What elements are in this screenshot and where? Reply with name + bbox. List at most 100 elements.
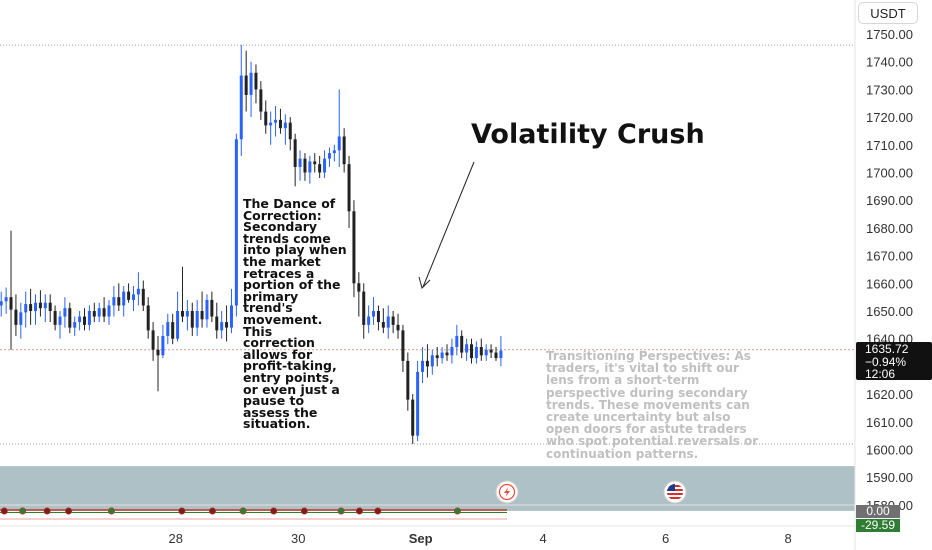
candle-body [416,371,420,436]
candle [0,291,3,317]
y-tick-label: 1730.00 [866,82,913,97]
y-tick-label: 1590.00 [866,470,913,485]
candle-body [34,302,38,311]
y-tick-label: 1650.00 [866,304,913,319]
plot-area [0,0,855,505]
candle [421,347,425,384]
candle [396,313,400,339]
candle [259,81,263,120]
candle [386,305,390,339]
candle [323,150,327,179]
candle-body [220,322,224,331]
candle-body [435,355,439,359]
candle [440,347,444,364]
candle-body [190,311,194,328]
highlight-band [0,466,855,511]
annotation-note-transitioning-perspectives[interactable]: Transitioning Perspectives: As traders, … [546,349,759,461]
y-tick-label: 1600.00 [866,443,913,458]
indicator-dot [0,507,8,515]
candle-body [146,305,150,331]
candle-body [293,139,297,167]
candle-body [327,153,331,159]
candle-body [288,122,292,140]
candle [131,286,135,311]
candle [264,100,268,134]
candle [24,291,28,328]
candle-body [117,297,121,306]
candle [406,352,410,411]
candle [53,305,57,331]
time-axis[interactable]: 28 30 Sep 4 6 8 [169,531,792,546]
candle-body [376,311,380,323]
candle [156,335,160,392]
candle [161,324,165,359]
candle-body [225,322,229,328]
candle-body [9,297,13,310]
candle [190,302,194,336]
candle [283,114,287,145]
candle-body [313,161,317,165]
candle-body [107,305,111,317]
currency-selector-button[interactable]: USDT [858,2,918,24]
reference-line-layer [0,44,855,445]
last-price-value: 1635.72 [865,342,909,356]
price-axis[interactable]: 1750.00 1740.00 1730.00 1720.00 1710.00 1700.… [866,27,913,513]
candle [479,338,483,361]
candle [97,302,101,323]
annotation-title-volatility-crush[interactable]: Volatility Crush [471,119,705,150]
indicator-dots [0,507,461,515]
y-tick-label: 1680.00 [866,221,913,236]
candle [470,338,474,364]
candle-body [171,322,175,339]
candle-body [352,211,356,284]
candle [68,302,72,334]
candle [34,294,38,325]
candle [445,344,449,361]
candle-body [337,136,341,151]
candle [401,324,405,372]
candle [332,144,336,162]
indicator-dot [453,507,461,515]
candle [318,155,322,179]
candle [127,283,131,303]
candle [151,322,155,361]
candle-body [141,288,145,306]
candle-body [29,304,33,311]
candle [29,288,33,325]
indicator-pane [0,504,855,520]
candle-body [180,311,184,317]
y-tick-label: 1740.00 [866,55,913,70]
us-flag-icon[interactable] [663,480,687,504]
candle-body [161,335,165,356]
candle-body [396,324,400,331]
x-tick-label: 4 [540,531,547,546]
candle-body [156,349,160,356]
candle-body [283,122,287,129]
candle-body [92,311,96,317]
candle [14,294,18,336]
candle-body [83,316,87,325]
indicator-dot [239,507,247,515]
y-tick-label: 1720.00 [866,110,913,125]
candle-body [58,316,62,325]
candle [352,200,356,298]
candle [107,299,111,325]
candle-body [0,301,3,306]
annotation-note-dance-of-correction[interactable]: The Dance of Correction: Secondary trend… [243,196,347,432]
candle [63,297,67,328]
event-markers-layer [495,480,687,504]
candle [499,335,503,367]
candle [460,330,464,359]
x-tick-label: 6 [662,531,669,546]
candle-body [323,158,327,173]
indicator-dot [355,507,363,515]
candle-body [362,291,366,325]
candle-body [489,349,493,353]
candle-body [87,311,91,325]
lightning-icon[interactable] [495,480,519,504]
candle [146,297,150,339]
candle-body [254,72,258,90]
candle-body [318,164,322,173]
candle-body [215,316,219,331]
